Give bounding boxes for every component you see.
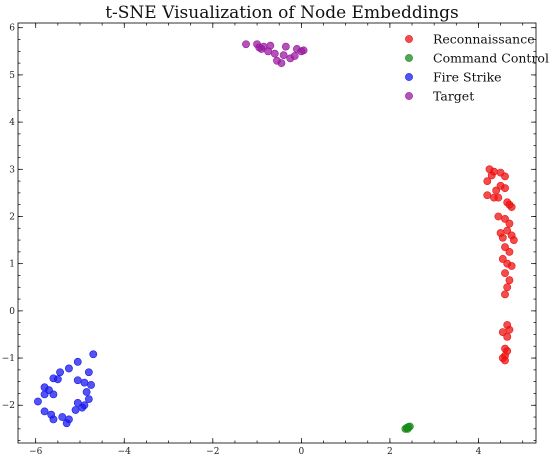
series-reconnaissance xyxy=(483,165,518,365)
legend-label: Command Control xyxy=(433,51,549,66)
y-tick-label: 3 xyxy=(9,165,15,175)
data-point xyxy=(503,283,512,292)
data-point xyxy=(58,413,67,421)
data-point xyxy=(277,59,286,68)
axis-ticks: −6 −4 −2 0 2 4 −2 −1 0 1 2 3 4 5 6 xyxy=(2,23,536,456)
data-point xyxy=(82,388,91,396)
data-point xyxy=(487,171,496,180)
x-tick-label: −2 xyxy=(206,447,219,456)
data-point xyxy=(34,397,42,406)
y-tick-label: −2 xyxy=(2,401,15,411)
data-point xyxy=(73,376,82,385)
chart-title: t-SNE Visualization of Node Embeddings xyxy=(105,3,459,23)
legend: Reconnaissance Command Control Fire Strike… xyxy=(405,32,549,104)
y-tick-label: 5 xyxy=(9,71,15,81)
legend-marker xyxy=(405,35,413,43)
data-point xyxy=(279,51,288,59)
data-point xyxy=(80,378,89,387)
data-point xyxy=(53,375,62,384)
data-point xyxy=(509,236,518,244)
data-point xyxy=(501,290,509,299)
y-tick-label: 0 xyxy=(9,307,15,317)
data-point xyxy=(65,364,73,373)
data-point xyxy=(89,350,98,359)
data-point xyxy=(503,332,512,341)
data-point xyxy=(49,415,58,424)
x-tick-label: −4 xyxy=(118,447,132,456)
legend-marker xyxy=(405,92,413,100)
data-point xyxy=(403,424,412,433)
data-point xyxy=(498,255,507,263)
series-target xyxy=(242,40,308,68)
y-tick-label: 1 xyxy=(9,260,15,270)
y-tick-label: 6 xyxy=(9,24,15,34)
data-point xyxy=(501,269,509,278)
y-tick-label: −1 xyxy=(2,354,15,364)
data-point xyxy=(270,49,279,58)
data-point xyxy=(299,46,308,55)
series-command-control xyxy=(401,422,414,433)
y-tick-label: 2 xyxy=(9,212,15,222)
data-point xyxy=(494,193,503,202)
data-point xyxy=(501,214,509,223)
data-point xyxy=(87,381,95,389)
data-point xyxy=(501,172,509,181)
data-point xyxy=(281,42,290,51)
x-tick-label: −6 xyxy=(29,447,43,456)
x-tick-label: 0 xyxy=(298,447,304,456)
data-point xyxy=(501,243,509,252)
data-point xyxy=(40,407,49,416)
data-point xyxy=(62,419,71,428)
data-point xyxy=(498,233,507,242)
data-point xyxy=(84,368,93,377)
data-point xyxy=(501,356,509,365)
data-point xyxy=(73,357,82,366)
data-point xyxy=(290,52,299,60)
data-point xyxy=(507,203,516,211)
data-point xyxy=(483,177,492,185)
data-point xyxy=(501,184,509,193)
data-point xyxy=(49,390,58,399)
data-point xyxy=(505,219,514,228)
legend-label: Fire Strike xyxy=(433,70,502,85)
series-fire-strike xyxy=(34,350,98,428)
legend-label: Reconnaissance xyxy=(433,32,535,47)
x-tick-label: 4 xyxy=(476,447,482,456)
legend-label: Target xyxy=(433,89,474,104)
data-point xyxy=(505,325,514,334)
data-point xyxy=(78,403,87,412)
data-point xyxy=(71,406,80,414)
y-tick-label: 4 xyxy=(9,118,15,128)
plot-frame xyxy=(17,22,537,444)
data-point xyxy=(84,395,93,404)
data-point xyxy=(492,186,501,195)
data-point xyxy=(56,368,64,377)
data-point xyxy=(483,191,492,200)
data-point xyxy=(494,212,503,221)
data-point xyxy=(505,276,514,285)
data-point xyxy=(40,390,49,399)
data-point xyxy=(498,328,507,337)
data-point xyxy=(242,40,250,49)
legend-marker xyxy=(405,73,413,81)
data-point xyxy=(507,262,516,270)
legend-marker xyxy=(405,54,413,62)
data-points xyxy=(34,40,518,433)
data-point xyxy=(257,45,266,53)
data-point xyxy=(505,247,514,256)
data-point xyxy=(264,47,273,56)
x-tick-label: 2 xyxy=(387,447,393,456)
